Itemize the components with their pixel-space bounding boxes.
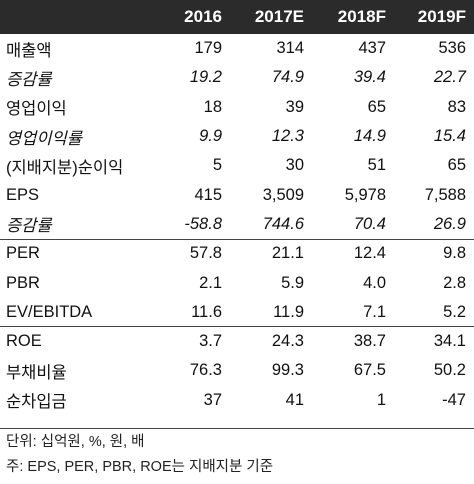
table-cell: 3,509 [262,185,304,204]
table-cell: 744.6 [262,214,304,233]
table-cell: 536 [438,39,466,58]
table-cell: 5,978 [344,185,386,204]
table-cell: -47 [442,390,466,409]
table-cell: 415 [194,185,222,204]
table-row: PBR 2.1 5.9 4.0 2.8 [0,268,474,297]
table-row: ROE 3.7 24.3 38.7 34.1 [0,326,474,357]
table-cell: 39.4 [353,68,386,87]
table-cell: 14.9 [353,127,386,146]
table-cell: 7,588 [424,185,466,204]
table-row: (지배지분)순이익 5 30 51 65 [0,151,474,180]
table-cell: 5 [212,156,222,175]
table-cell: 9.9 [199,127,222,146]
row-label: PER [0,238,152,269]
table-cell: 38.7 [312,326,394,357]
row-label: PBR [6,273,40,292]
table-row: 부채비율 76.3 99.3 67.5 50.2 [0,356,474,385]
row-label: EPS [6,185,40,204]
table-cell: 50.2 [433,361,466,380]
table-cell: 57.8 [152,238,230,269]
row-label: 부채비율 [6,363,67,382]
table-cell: 21.1 [230,238,312,269]
header-cell: 2016 [184,7,222,26]
table-cell: 24.3 [230,326,312,357]
notes-divider [0,428,474,429]
table-cell: 437 [358,39,386,58]
table-cell: 3.7 [152,326,230,357]
table-cell: 4.0 [363,273,386,292]
table-row: 순차입금 37 41 1 -47 [0,386,474,415]
header-cell [0,0,152,34]
row-label: ROE [0,326,152,357]
table-cell: -58.8 [184,214,222,233]
table-cell: 34.1 [394,326,474,357]
table-cell: 41 [285,390,304,409]
table-cell: 70.4 [353,214,386,233]
table-cell: 51 [367,156,386,175]
table-cell: 9.8 [394,238,474,269]
table-cell: 76.3 [189,361,222,380]
table-cell: 19.2 [189,68,222,87]
table-cell: 5.2 [443,302,466,321]
table-row: EV/EBITDA 11.6 11.9 7.1 5.2 [0,298,474,327]
table-row: 영업이익 18 39 65 83 [0,93,474,122]
row-label: 영업이익률 [6,129,82,148]
table-cell: 99.3 [271,361,304,380]
row-label: 순차입금 [6,393,67,412]
table-cell: 11.9 [273,302,304,321]
table-cell: 1 [376,390,386,409]
table-cell: 314 [276,39,304,58]
row-label: (지배지분)순이익 [6,158,124,177]
header-cell: 2018F [337,7,386,26]
financial-summary-table: 2016 2017E 2018F 2019F 매출액 179 314 437 536 증감… [0,0,474,415]
table-cell: 5.9 [281,273,304,292]
row-label: 증감률 [6,70,52,89]
table-row: 매출액 179 314 437 536 [0,34,474,63]
table-row: 영업이익률 9.9 12.3 14.9 15.4 [0,122,474,151]
table-cell: 12.3 [271,127,304,146]
table-row: EPS 415 3,509 5,978 7,588 [0,180,474,209]
table-row: PER 57.8 21.1 12.4 9.8 [0,238,474,269]
table-cell: 22.7 [433,68,466,87]
table-cell: 39 [285,97,304,116]
row-label: 매출액 [6,41,52,60]
table-cell: 18 [203,97,222,116]
row-label: EV/EBITDA [6,302,93,321]
table-notes: 단위: 십억원, %, 원, 배 주: EPS, PER, PBR, ROE는 … [6,430,273,480]
table-row: 증감률 -58.8 744.6 70.4 26.9 [0,210,474,239]
table-cell: 12.4 [312,238,394,269]
table-cell: 67.5 [353,361,386,380]
table-cell: 74.9 [271,68,304,87]
footnote: 주: EPS, PER, PBR, ROE는 지배지분 기준 [6,459,274,475]
table-cell: 11.6 [191,302,222,321]
table-cell: 83 [447,97,466,116]
row-label: 증감률 [6,217,52,236]
row-label: 영업이익 [6,100,67,119]
table-cell: 2.8 [443,273,466,292]
table-cell: 26.9 [433,214,466,233]
table-cell: 65 [447,156,466,175]
table-cell: 37 [203,390,222,409]
table-row: 증감률 19.2 74.9 39.4 22.7 [0,63,474,92]
unit-note: 단위: 십억원, %, 원, 배 [6,434,145,450]
table-cell: 30 [285,156,304,175]
table-cell: 2.1 [199,273,222,292]
header-cell: 2017E [254,7,304,26]
header-cell: 2019F [417,7,466,26]
table-cell: 15.4 [433,127,466,146]
table-cell: 65 [367,97,386,116]
table-cell: 7.1 [363,302,386,321]
table-header-row: 2016 2017E 2018F 2019F [0,0,474,34]
table-cell: 179 [194,39,222,58]
